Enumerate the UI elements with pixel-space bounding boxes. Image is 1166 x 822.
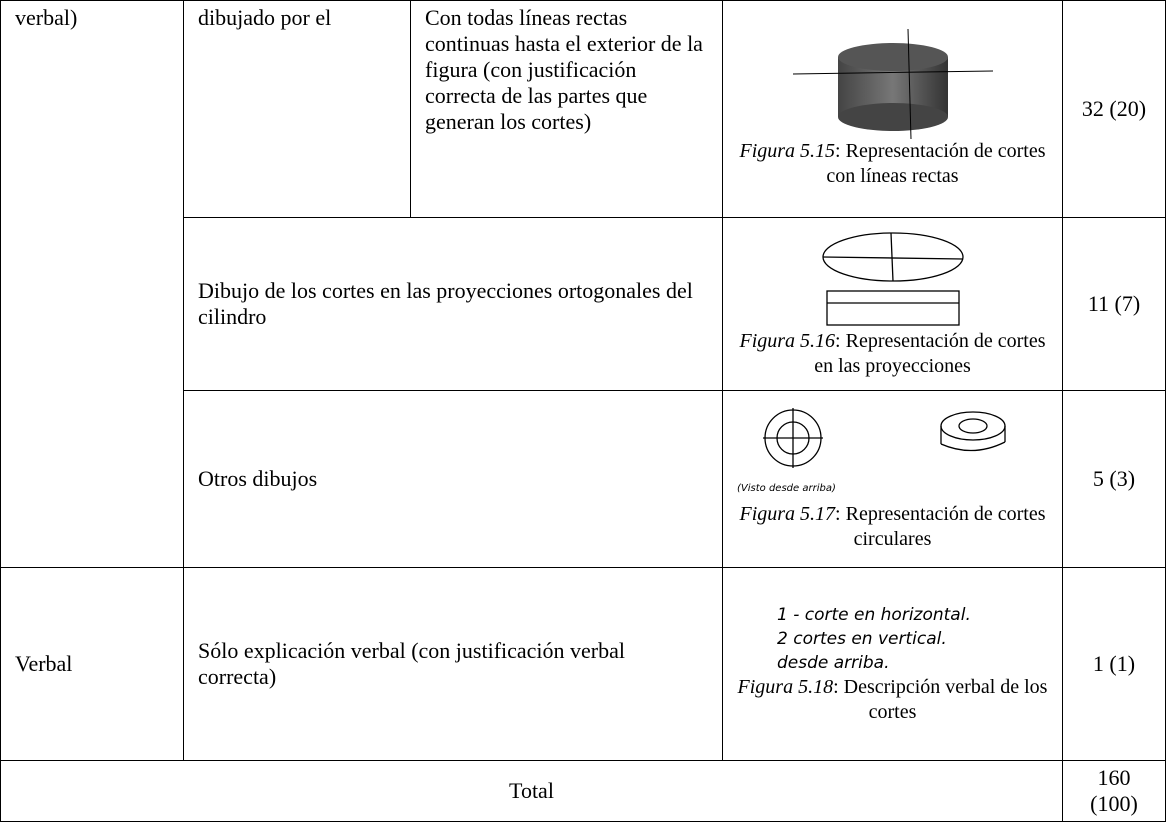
handwriting-line: desde arriba. — [777, 653, 890, 673]
figure-cell: 1 - corte en horizontal. 2 cortes en ver… — [722, 567, 1063, 761]
row: Otros dibujos (Visto desde arriba) Figur… — [1, 390, 1166, 568]
row: Dibujo de los cortes en las proyecciones… — [1, 217, 1166, 391]
description-cell: Otros dibujos — [183, 390, 723, 568]
figure-cell: Figura 5.15: Representación de cortes co… — [722, 0, 1063, 218]
count-cell: 32 (20) — [1062, 0, 1166, 218]
group-cell: Verbal — [0, 567, 184, 761]
group-cell: verbal) — [0, 0, 184, 568]
figure-caption: Figura 5.17: Representación de cortes ci… — [739, 503, 1046, 550]
row: Verbal Sólo explicación verbal (con just… — [0, 567, 1166, 761]
figure-note: (Visto desde arriba) — [737, 483, 836, 494]
handwriting: 1 - corte en horizontal. 2 cortes en ver… — [737, 603, 1048, 675]
figure-caption: Figura 5.16: Representación de cortes en… — [739, 330, 1046, 377]
row: verbal) dibujado por el Con todas líneas… — [0, 0, 1166, 568]
figure-caption: Figura 5.15: Representación de cortes co… — [739, 140, 1046, 187]
handwriting-line: 1 - corte en horizontal. — [777, 605, 971, 625]
category-cell: dibujado por el — [183, 0, 411, 218]
total-row: Total 160 (100) — [0, 760, 1166, 822]
figure-cell: (Visto desde arriba) Figura 5.17: Repres… — [722, 390, 1063, 568]
figure-drawing — [792, 29, 993, 139]
description-cell: Sólo explicación verbal (con justificaci… — [183, 567, 723, 761]
count-cell: 5 (3) — [1062, 390, 1166, 568]
figure-drawing — [821, 232, 964, 326]
figure-drawing — [762, 408, 1006, 468]
count-cell: 1 (1) — [1062, 567, 1166, 761]
handwriting-line: 2 cortes en vertical. — [777, 629, 947, 649]
figure-caption: Figura 5.18: Descripción verbal de los c… — [737, 676, 1048, 723]
total-count: 160 (100) — [1062, 760, 1166, 822]
description-cell: Dibujo de los cortes en las proyecciones… — [183, 217, 723, 391]
description-cell: Con todas líneas rectas continuas hasta … — [410, 0, 723, 218]
count-cell: 11 (7) — [1062, 217, 1166, 391]
figure-cell: Figura 5.16: Representación de cortes en… — [722, 217, 1063, 391]
total-label: Total — [0, 760, 1063, 822]
